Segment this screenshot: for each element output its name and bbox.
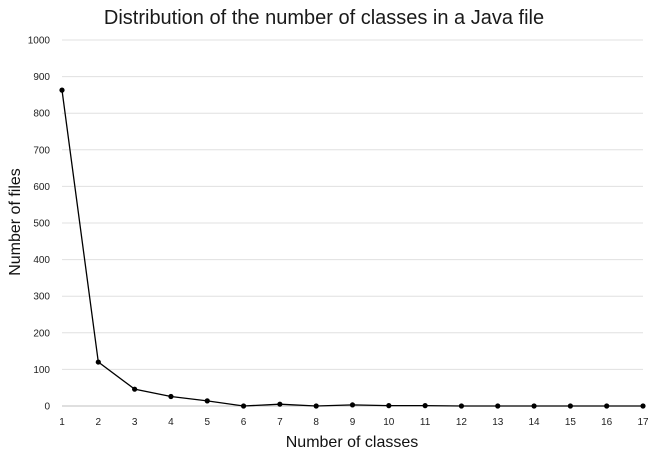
data-point <box>204 398 210 404</box>
x-tick-label: 16 <box>601 417 613 428</box>
x-tick-label: 14 <box>529 417 541 428</box>
data-point <box>95 359 101 365</box>
data-point <box>422 403 428 409</box>
x-tick-label: 13 <box>492 417 504 428</box>
data-point <box>168 393 174 400</box>
x-tick-label: 5 <box>204 417 210 428</box>
x-tick-label: 12 <box>456 417 468 428</box>
x-tick-label: 1 <box>59 417 65 428</box>
y-tick-label: 700 <box>33 145 50 156</box>
x-tick-label: 8 <box>313 417 319 428</box>
x-tick-label: 10 <box>383 417 395 428</box>
data-point <box>495 403 501 409</box>
y-axis-ticks: 0 100 200 300 400 500 600 700 800 900 1000 <box>28 36 51 413</box>
x-axis-title: Number of classes <box>286 434 419 451</box>
x-tick-label: 4 <box>168 417 174 428</box>
x-tick-label: 2 <box>96 417 102 428</box>
y-tick-label: 1000 <box>28 36 51 47</box>
data-point <box>531 403 537 409</box>
y-tick-label: 400 <box>33 255 50 266</box>
y-tick-label: 300 <box>33 292 50 303</box>
data-point <box>277 401 283 407</box>
y-tick-label: 800 <box>33 109 50 120</box>
data-point <box>567 403 573 409</box>
data-point <box>240 403 247 409</box>
data-point <box>349 402 356 408</box>
y-axis-title: Number of files <box>7 168 24 276</box>
y-tick-label: 100 <box>33 365 50 376</box>
y-tick-label: 200 <box>33 328 50 339</box>
x-tick-label: 6 <box>241 417 247 428</box>
x-tick-label: 15 <box>565 417 577 428</box>
series-line <box>61 90 643 407</box>
x-axis-ticks: 1 2 3 4 5 6 7 8 9 10 11 12 13 14 15 16 17 <box>59 417 648 428</box>
data-point <box>59 87 65 93</box>
y-tick-label: 0 <box>44 402 50 413</box>
y-tick-label: 500 <box>33 219 50 230</box>
x-tick-label: 3 <box>132 417 138 428</box>
data-point <box>386 403 392 409</box>
x-tick-label: 9 <box>350 417 356 428</box>
x-tick-label: 17 <box>637 417 648 428</box>
data-point <box>640 403 646 409</box>
data-point <box>313 403 319 409</box>
y-tick-label: 900 <box>33 72 50 83</box>
data-point <box>458 403 465 409</box>
data-series <box>59 87 646 409</box>
x-tick-label: 7 <box>277 417 283 428</box>
y-tick-label: 600 <box>33 182 50 193</box>
data-point <box>132 386 138 392</box>
data-point <box>604 403 610 409</box>
gridlines <box>62 39 643 407</box>
chart-title: Distribution of the number of classes in… <box>104 7 544 29</box>
x-tick-label: 11 <box>420 417 431 428</box>
